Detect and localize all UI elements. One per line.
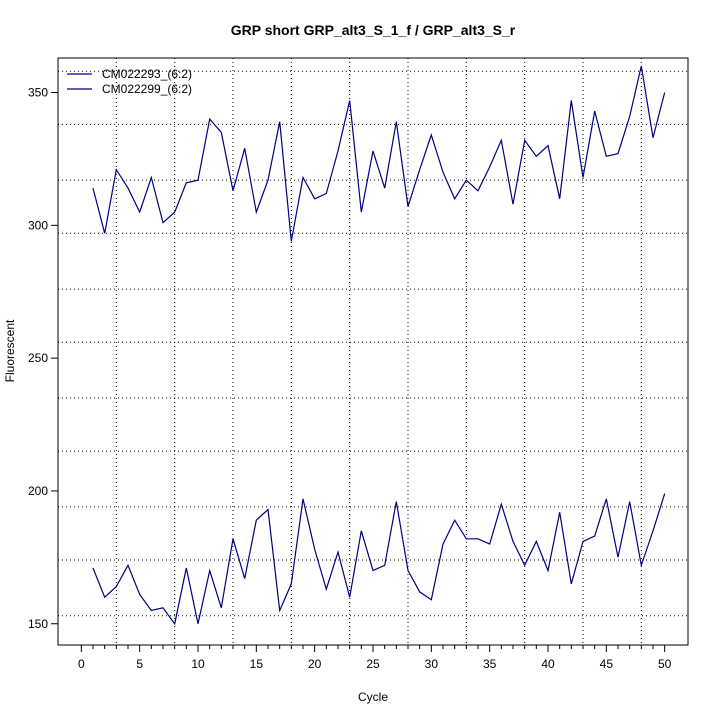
x-axis: 0 5 10 15 20 25 30 35 40 45 50 [78, 644, 672, 671]
x-tick-label: 10 [191, 657, 205, 671]
y-tick-label: 350 [28, 86, 48, 100]
x-tick-label: 30 [425, 657, 439, 671]
y-tick-label: 300 [28, 218, 48, 232]
x-tick-label: 35 [483, 657, 497, 671]
x-tick-label: 40 [541, 657, 555, 671]
x-axis-label: Cycle [358, 690, 388, 704]
y-tick-label: 250 [28, 351, 48, 365]
legend-label-2: CM022299_(6:2) [102, 82, 192, 96]
x-tick-label: 45 [600, 657, 614, 671]
x-tick-label: 5 [136, 657, 143, 671]
y-axis: 150 200 250 300 350 [28, 86, 59, 631]
legend: CM022293_(6:2)CM022299_(6:2) [67, 67, 192, 96]
y-tick-label: 200 [28, 484, 48, 498]
x-tick-label: 25 [366, 657, 380, 671]
grid [58, 58, 688, 645]
y-tick-label: 150 [28, 617, 48, 631]
y-axis-label: Fluorescent [3, 319, 17, 382]
series-line-2 [92, 493, 666, 626]
series-line-1 [92, 65, 666, 242]
x-tick-label: 15 [250, 657, 264, 671]
series-lines [92, 65, 666, 626]
legend-label-1: CM022293_(6:2) [102, 67, 192, 81]
chart-title: GRP short GRP_alt3_S_1_f / GRP_alt3_S_r [231, 22, 516, 38]
x-tick-label: 0 [78, 657, 85, 671]
x-tick-label: 50 [658, 657, 672, 671]
x-tick-label: 20 [308, 657, 322, 671]
